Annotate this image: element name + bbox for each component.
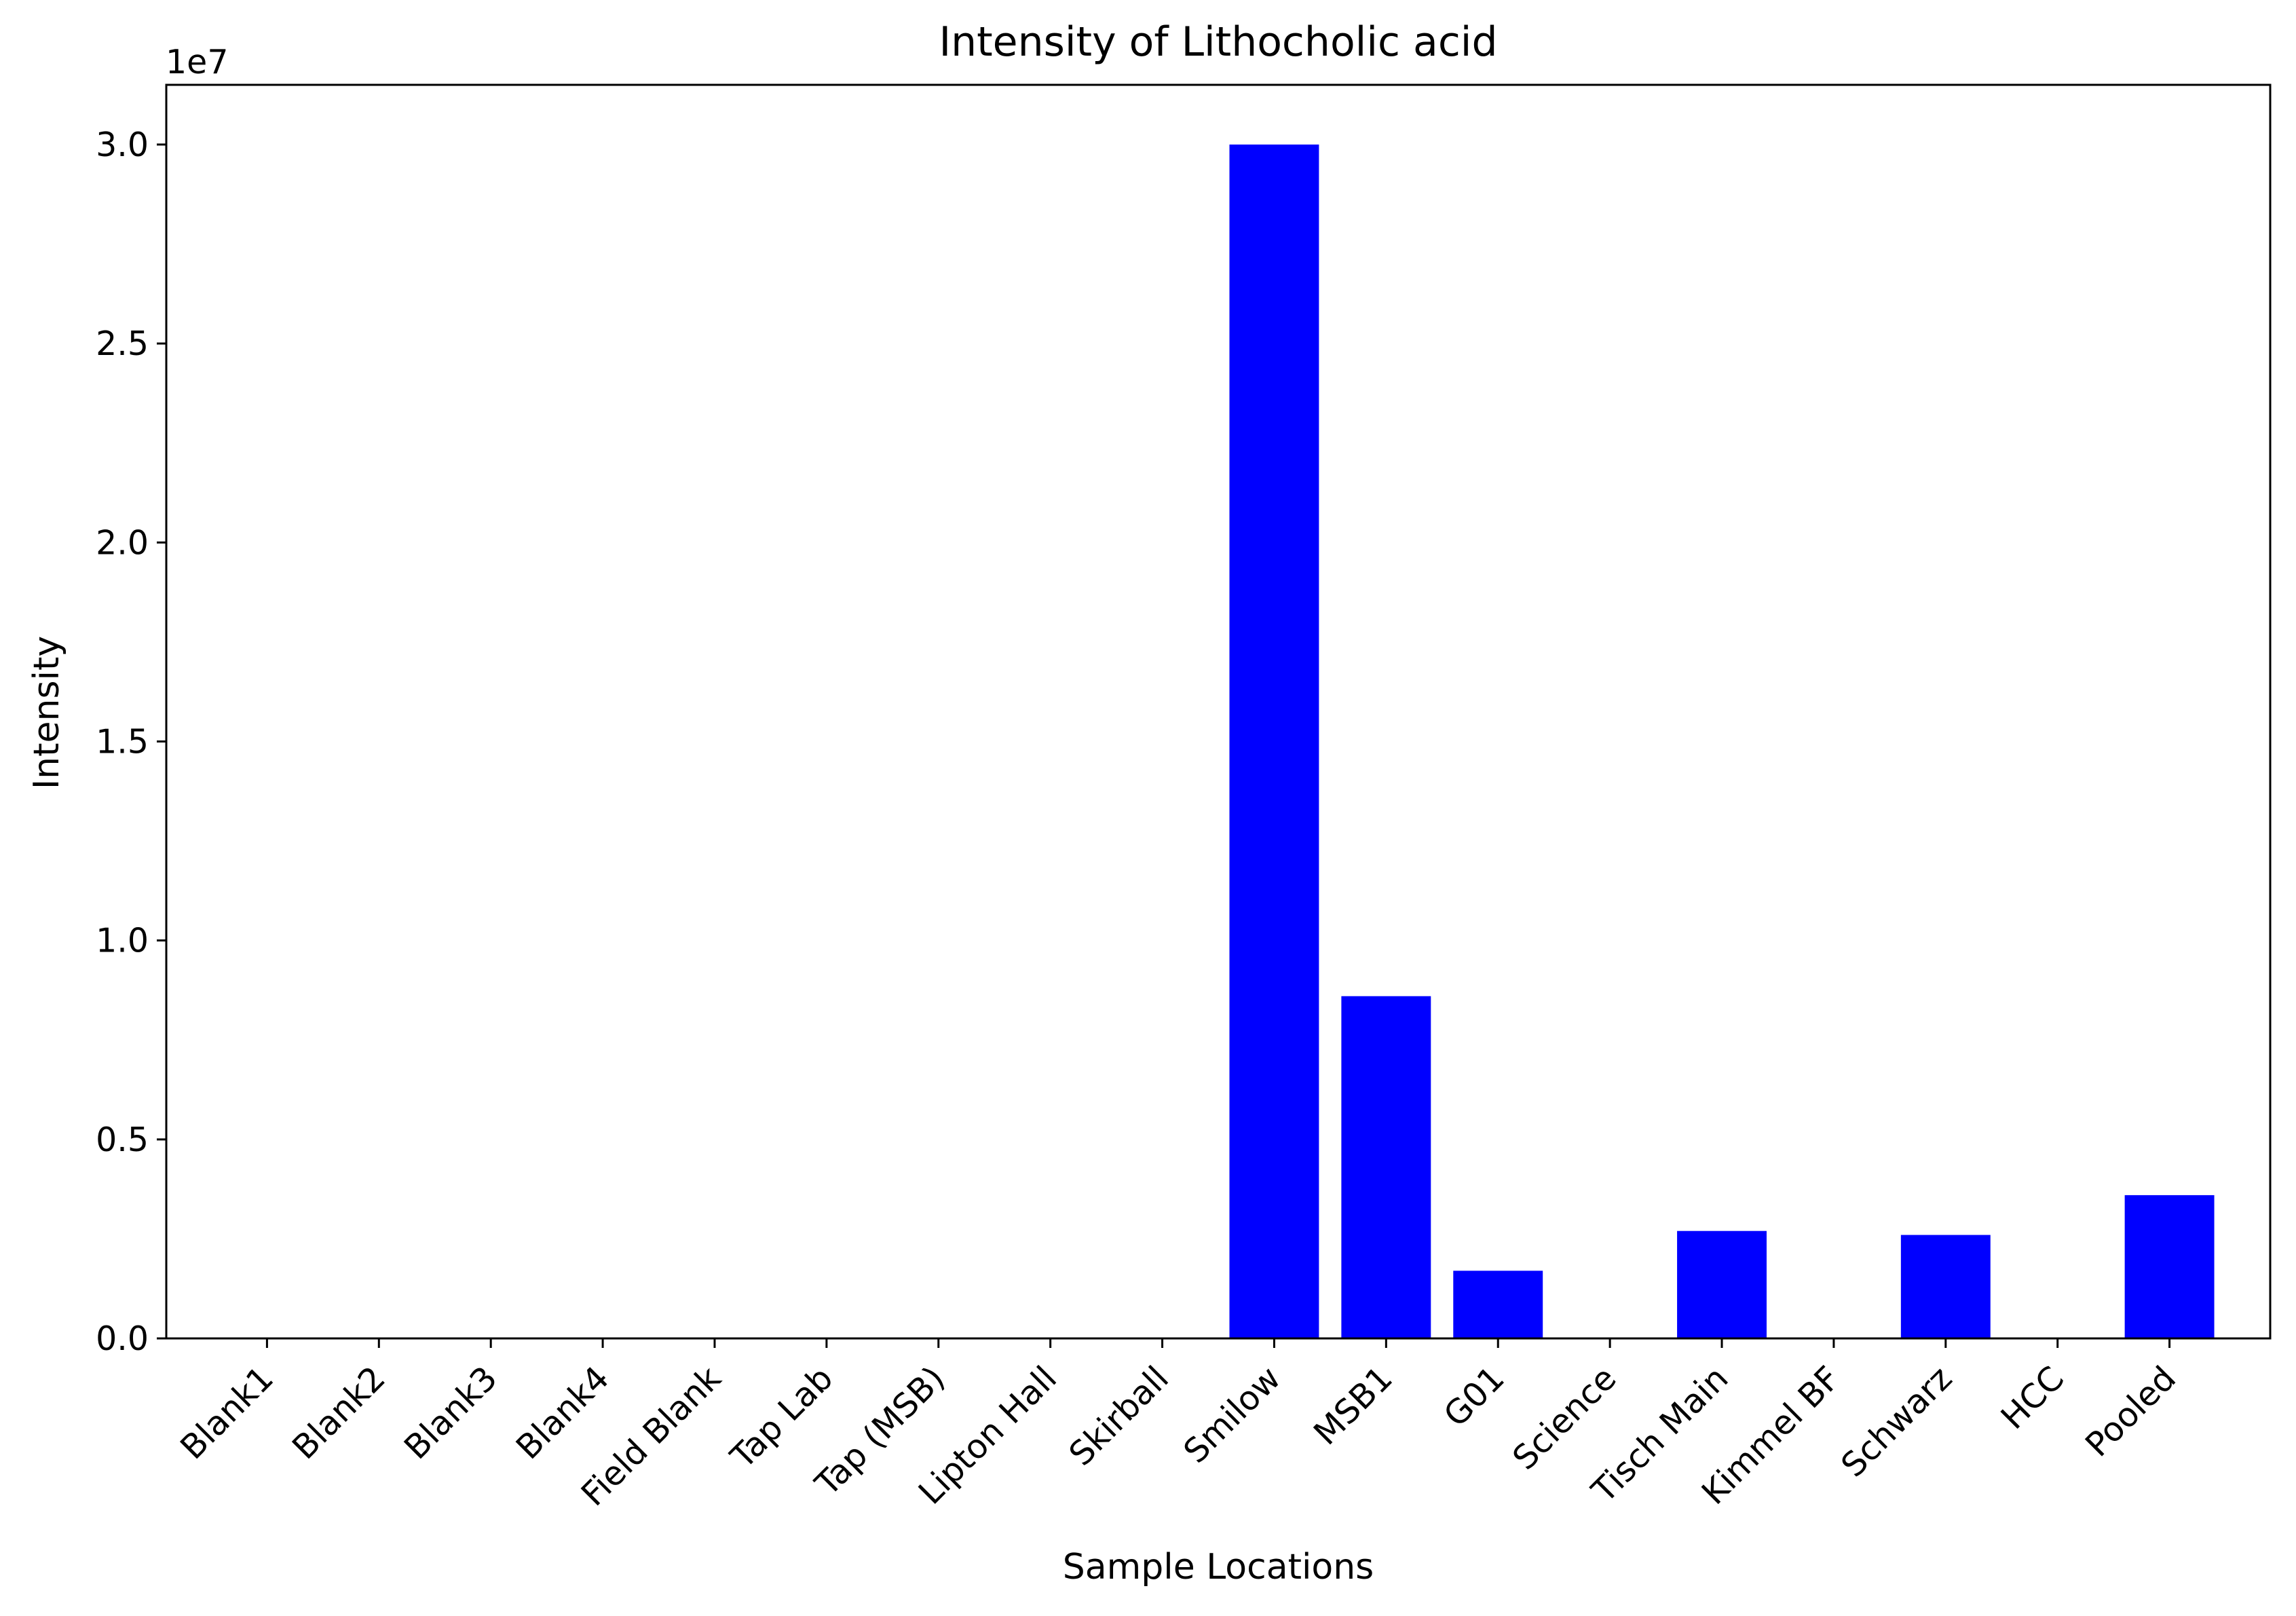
y-tick-label: 1.0 [96, 922, 149, 960]
x-tick-label: Pooled [2078, 1359, 2183, 1464]
x-tick-label: Blank3 [397, 1359, 505, 1467]
y-tick-label: 3.0 [96, 126, 149, 164]
x-tick-label: Schwarz [1834, 1359, 1959, 1484]
plot-area-frame [165, 83, 2272, 1340]
x-tick-label: Skirball [1061, 1359, 1176, 1473]
x-axis-label: Sample Locations [1063, 1547, 1374, 1587]
chart-title: Intensity of Lithocholic acid [939, 18, 1497, 66]
x-tick-label: MSB1 [1306, 1359, 1400, 1452]
bar-smilow [1229, 144, 1319, 1338]
y-axis-ticks: 0.0 0.5 1.0 1.5 2.0 2.5 3.0 [96, 126, 166, 1358]
x-tick-label: Tap Lab [723, 1359, 840, 1476]
y-tick-label: 0.0 [96, 1319, 149, 1358]
bar-g01 [1453, 1271, 1543, 1338]
bars-group [1229, 144, 2215, 1338]
y-tick-label: 2.5 [96, 324, 149, 363]
x-tick-label: Blank4 [509, 1359, 617, 1467]
x-tick-label: Science [1505, 1359, 1624, 1478]
bar-tisch-main [1677, 1230, 1767, 1338]
y-axis-offset-label: 1e7 [166, 43, 229, 81]
bar-pooled [2124, 1195, 2215, 1338]
x-tick-label: Blank2 [285, 1359, 393, 1467]
x-tick-label: HCC [1993, 1359, 2071, 1437]
y-tick-label: 1.5 [96, 722, 149, 761]
bar-schwarz [1900, 1235, 1991, 1338]
y-axis-label: Intensity [26, 636, 67, 789]
x-tick-label: Smilow [1176, 1359, 1288, 1471]
bar-msb1 [1341, 996, 1431, 1338]
x-tick-label: G01 [1436, 1359, 1511, 1434]
y-tick-label: 0.5 [96, 1121, 149, 1159]
x-tick-label: Blank1 [173, 1359, 281, 1467]
y-tick-label: 2.0 [96, 523, 149, 562]
